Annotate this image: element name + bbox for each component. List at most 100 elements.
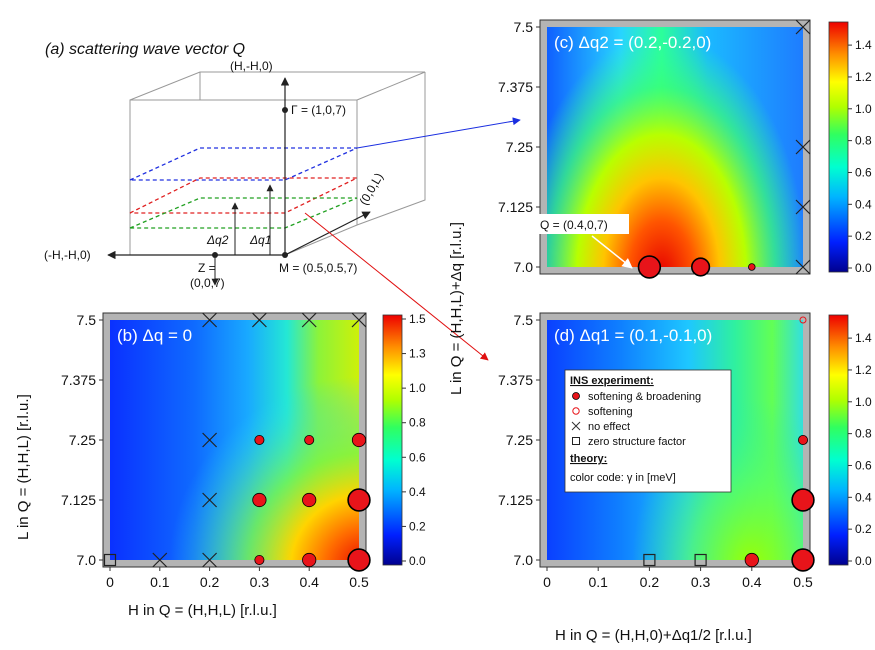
data-point-filled <box>690 257 711 277</box>
colorbar-tick-label: 0.8 <box>855 134 872 148</box>
legend-item-5: color code: γ in [meV] <box>570 472 676 484</box>
x-tick-label: 0.1 <box>588 574 608 590</box>
x-tick-label: 0 <box>106 574 114 590</box>
y-tick-label: 7.5 <box>514 19 534 35</box>
axis-00l-label: (0,0,L) <box>356 170 385 207</box>
colorbar-tick-label: 0.6 <box>855 165 872 179</box>
frame-bottom <box>540 560 810 567</box>
y-tick-label: 7.125 <box>498 492 533 508</box>
data-point-filled <box>304 434 315 445</box>
panel-c: (c) Δq2 = (0.2,-0.2,0) 7.0 7.125 7.25 7.375 7… <box>498 19 872 279</box>
legend-item-4: zero structure factor <box>588 436 686 448</box>
y-tick-label: 7.0 <box>77 552 97 568</box>
data-point-cross <box>351 312 367 328</box>
colorbar-tick-label: 0.2 <box>409 519 426 533</box>
data-point-cross <box>251 312 267 328</box>
q-annotation-text: Q = (0.4,0,7) <box>540 218 608 232</box>
x-tick-label: 0.5 <box>793 574 813 590</box>
gamma-point <box>282 107 288 113</box>
legend-marker-filled <box>572 392 580 400</box>
y-tick-label: 7.25 <box>69 432 96 448</box>
m-point <box>282 252 288 258</box>
data-point-cross <box>795 259 811 275</box>
heatmap-fields <box>103 20 810 567</box>
data-point-open <box>799 316 807 324</box>
data-point-cross <box>202 492 218 508</box>
z-point <box>212 252 218 258</box>
schematic-panel: (a) scattering wave vector Q (H,-H,0) (0… <box>44 41 521 361</box>
x-tick-label: 0 <box>543 574 551 590</box>
frame-bottom <box>540 267 810 274</box>
x-tick-label: 0.4 <box>742 574 762 590</box>
x-tick-label: 0.2 <box>200 574 220 590</box>
colorbar-tick-label: 1.0 <box>855 102 872 116</box>
colorbar-gradient <box>828 314 849 566</box>
panel-d: (d) Δq1 = (0.1,-0.1,0) 7.0 7.125 7.25 7.375 7… <box>498 312 872 590</box>
y-tick-label: 7.125 <box>498 199 533 215</box>
colorbar-tick-label: 0.2 <box>855 229 872 243</box>
x-tick-label: 0.2 <box>640 574 660 590</box>
frame-left <box>540 313 547 567</box>
y-tick-label: 7.0 <box>514 552 534 568</box>
data-point-cross <box>795 139 811 155</box>
data-point-cross <box>795 199 811 215</box>
y-tick-label: 7.0 <box>514 259 534 275</box>
legend-title-theory: theory: <box>570 453 607 465</box>
colorbar-tick-label: 0.6 <box>409 450 426 464</box>
frame-left <box>103 313 110 567</box>
data-point-filled <box>254 434 265 445</box>
schematic-title: (a) scattering wave vector Q <box>45 41 245 58</box>
data-point-cross <box>152 552 168 568</box>
colorbar-tick-label: 0.8 <box>409 416 426 430</box>
colorbar-tick-label: 1.0 <box>409 381 426 395</box>
data-point-filled <box>798 434 809 445</box>
data-point-filled <box>637 255 662 279</box>
colorbar-tick-label: 0.2 <box>855 522 872 536</box>
panel-title: (b) Δq = 0 <box>117 326 192 345</box>
colorbar-gradient <box>828 21 849 273</box>
m-label: M = (0.5,0.5,7) <box>279 261 357 275</box>
link-arrow-to-d <box>304 212 489 361</box>
data-point-filled <box>302 552 317 568</box>
y-tick-label: 7.25 <box>506 139 533 155</box>
frame-top <box>103 313 366 320</box>
colorbar-gradient <box>382 314 403 566</box>
q-annotation-arrow <box>591 235 633 269</box>
schematic-planes <box>129 147 358 229</box>
x-tick-label: 0.5 <box>349 574 369 590</box>
data-point-square <box>643 553 656 567</box>
y-tick-label: 7.5 <box>514 312 534 328</box>
colorbar-tick-label: 0.8 <box>855 427 872 441</box>
link-arrow-to-c <box>356 117 521 149</box>
colorbar-tick-label: 0.0 <box>855 261 872 275</box>
data-point-filled <box>791 488 815 512</box>
colorbar-c: 0.0 0.2 0.4 0.6 0.8 1.0 1.2 1.4 <box>828 21 872 275</box>
z-label-line1: Z = <box>198 261 216 275</box>
panel-b: (b) Δq = 0 7.0 7.125 7.25 7.375 7.5 0 0.1 0.2 0.3… <box>61 312 426 590</box>
legend-item-2: softening <box>588 406 633 418</box>
field-c <box>540 20 810 274</box>
q-annotation-box <box>536 214 629 234</box>
colorbar-tick-label: 1.4 <box>855 331 872 345</box>
y-tick-label: 7.375 <box>498 79 533 95</box>
ylabel-right: L in Q = (H,H,L)+Δq [r.l.u.] <box>448 222 465 395</box>
data-point-filled <box>351 432 367 448</box>
colorbar-tick-label: 1.5 <box>409 312 426 326</box>
x-tick-label: 0.3 <box>691 574 711 590</box>
data-point-cross <box>202 312 218 328</box>
data-point-filled <box>254 555 265 566</box>
colorbar-tick-label: 0.4 <box>409 485 426 499</box>
data-point-filled <box>791 548 815 572</box>
legend: INS experiment: softening & broadening s… <box>564 369 732 493</box>
dq2-label: Δq2 <box>206 233 229 247</box>
panel-title: (d) Δq1 = (0.1,-0.1,0) <box>554 326 712 345</box>
data-point-cross <box>202 432 218 448</box>
legend-marker-cross <box>571 421 581 431</box>
data-point-cross <box>795 19 811 35</box>
data-point-filled <box>744 552 759 568</box>
frame-top <box>540 20 810 27</box>
colorbar-tick-label: 0.4 <box>855 490 872 504</box>
y-tick-label: 7.375 <box>61 372 96 388</box>
colorbar-tick-label: 1.3 <box>409 347 426 361</box>
